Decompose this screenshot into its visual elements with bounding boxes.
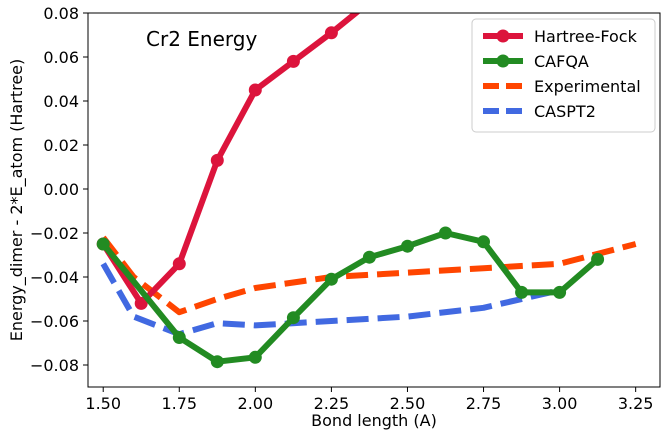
y-tick-label: 0.08 [43,4,79,23]
legend-label: CAFQA [534,52,589,71]
y-tick-label: 0.04 [43,92,79,111]
x-tick-label: 3.00 [542,394,578,413]
series-experimental [100,235,637,316]
data-point [210,355,224,369]
series-caspt2 [100,262,561,338]
data-point [324,272,338,286]
y-tick-label: −0.06 [30,312,79,331]
data-point [210,153,224,167]
data-point [324,26,338,40]
legend-label: CASPT2 [534,102,596,121]
legend-entry: Experimental [483,77,641,96]
y-tick-label: −0.08 [30,356,79,375]
y-ticks: −0.08 −0.06 −0.04 −0.02 0.00 0.02 0.04 0.06 0.08 [30,4,88,375]
data-point [363,0,376,9]
data-point [286,54,300,68]
data-point [401,239,414,253]
data-point [286,311,300,325]
data-point [134,296,148,310]
legend-entries: Hartree-Fock CAFQA Experimental CASPT2 [483,27,641,121]
legend-marker [496,54,510,68]
data-point [362,250,376,264]
y-tick-label: −0.04 [30,268,79,287]
data-point [172,257,186,271]
series-layer [96,0,637,369]
chart-annotation: Cr2 Energy [146,27,257,51]
y-tick-label: 0.06 [43,48,79,67]
x-tick-label: 2.75 [466,394,502,413]
data-point [248,350,262,364]
x-tick-label: 1.50 [85,394,121,413]
data-point [96,237,110,251]
series-line [100,262,561,338]
legend-label: Experimental [534,77,641,96]
y-tick-label: 0.02 [43,136,79,155]
series-line [100,235,637,316]
data-point [591,252,605,266]
x-tick-label: 1.75 [161,394,197,413]
legend-entry: CASPT2 [483,102,596,121]
legend-entry: CAFQA [483,52,589,71]
x-axis-label: Bond length (A) [311,411,437,430]
y-tick-label: −0.02 [30,224,79,243]
x-ticks: 1.50 1.75 2.00 2.25 2.50 2.75 3.00 3.25 [85,387,653,413]
data-point [553,285,567,299]
plot-frame [87,12,661,388]
x-tick-label: 2.25 [314,394,350,413]
data-point [477,235,490,249]
x-tick-label: 3.25 [618,394,654,413]
y-tick-label: 0.00 [43,180,79,199]
legend-entry: Hartree-Fock [483,27,638,46]
y-axis-label: Energy_dimer - 2*E_atom (Hartree) [7,59,27,341]
data-point [172,331,186,344]
legend-label: Hartree-Fock [534,27,638,46]
legend-marker [496,29,510,43]
data-point [515,285,529,299]
series-hartree-fock [96,0,376,310]
data-point [248,83,262,97]
x-tick-label: 2.00 [238,394,274,413]
legend: Hartree-Fock CAFQA Experimental CASPT2 [471,18,656,133]
series-cafqa [96,226,605,369]
x-tick-label: 2.50 [390,394,426,413]
legend-frame [471,18,656,133]
data-point [439,226,452,240]
